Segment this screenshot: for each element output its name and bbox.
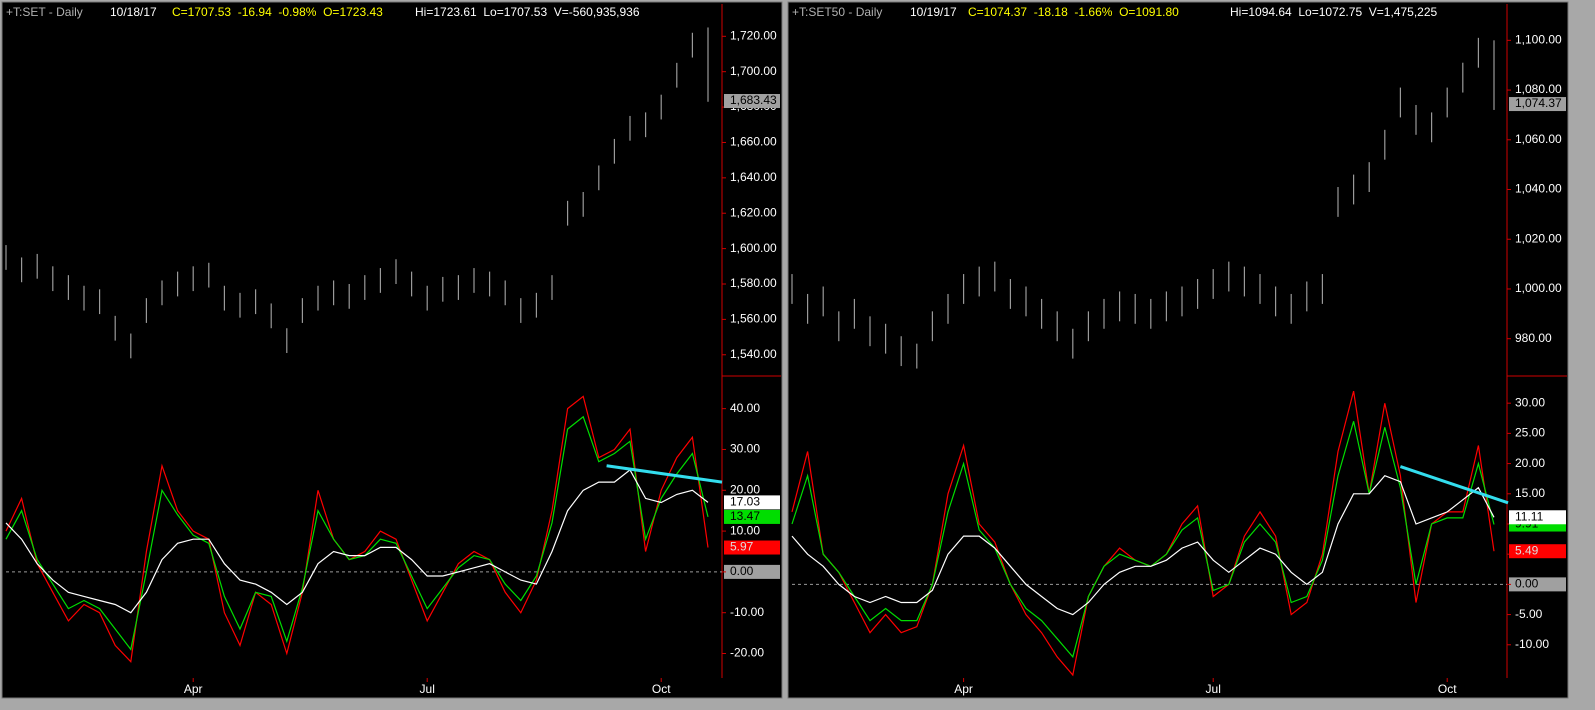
x-tick-label: Apr bbox=[184, 682, 203, 696]
indicator-line bbox=[5, 415, 709, 651]
last-price-flag bbox=[724, 94, 780, 109]
y-tick-label: 1,660.00 bbox=[730, 135, 777, 149]
last-price-label: 1,074.37 bbox=[1515, 96, 1562, 110]
y-tick-label: 1,040.00 bbox=[1515, 182, 1562, 196]
y-tick-label: -20.00 bbox=[730, 646, 764, 660]
symbol: +T:SET - Daily bbox=[6, 5, 83, 19]
date: 10/18/17 bbox=[110, 5, 157, 19]
value-flag-label: 11.11 bbox=[1515, 509, 1544, 523]
y-tick-label: 1,600.00 bbox=[730, 241, 777, 255]
last-price-flag bbox=[1509, 97, 1566, 112]
value-flag-label: 5.97 bbox=[730, 540, 754, 554]
zero-flag bbox=[724, 564, 780, 579]
indicator-line bbox=[791, 474, 1495, 616]
range: Hi=1094.64 Lo=1072.75 V=1,475,225 bbox=[1230, 5, 1438, 19]
value-flag bbox=[724, 509, 780, 524]
y-tick-label: 15.00 bbox=[1515, 486, 1545, 500]
indicator-line bbox=[5, 468, 709, 614]
value-flag-label: 13.47 bbox=[730, 509, 760, 523]
x-tick-label: Oct bbox=[652, 682, 671, 696]
y-tick-label: 0.00 bbox=[1515, 577, 1539, 591]
y-tick-label: 1,620.00 bbox=[730, 205, 777, 219]
y-tick-label: 40.00 bbox=[730, 401, 760, 415]
x-tick-label: Apr bbox=[954, 682, 973, 696]
y-tick-label: 1,060.00 bbox=[1515, 132, 1562, 146]
value-flag bbox=[1509, 544, 1566, 559]
x-tick-label: Jul bbox=[420, 682, 435, 696]
y-tick-label: 1,540.00 bbox=[730, 347, 777, 361]
y-tick-label: 0.00 bbox=[730, 564, 754, 578]
y-tick-label: 25.00 bbox=[1515, 426, 1545, 440]
date: 10/19/17 bbox=[910, 5, 957, 19]
zero-flag bbox=[1509, 577, 1566, 592]
y-tick-label: 1,580.00 bbox=[730, 276, 777, 290]
trendline bbox=[1399, 465, 1509, 505]
value-flag bbox=[1509, 510, 1566, 525]
y-tick-label: -10.00 bbox=[730, 605, 764, 619]
quote: C=1074.37 -18.18 -1.66% O=1091.80 bbox=[968, 5, 1179, 19]
y-tick-label: 20.00 bbox=[1515, 456, 1545, 470]
value-flag-label: 5.49 bbox=[1515, 543, 1539, 557]
last-price-label: 1,683.43 bbox=[730, 93, 777, 107]
left-pane bbox=[1, 1, 783, 699]
y-tick-label: 1,100.00 bbox=[1515, 32, 1562, 46]
value-flag bbox=[724, 495, 780, 510]
y-tick-label: 1,700.00 bbox=[730, 64, 777, 78]
y-tick-label: 1,020.00 bbox=[1515, 231, 1562, 245]
symbol: +T:SET50 - Daily bbox=[792, 5, 882, 19]
indicator-line bbox=[791, 421, 1495, 659]
value-flag bbox=[724, 540, 780, 555]
y-tick-label: 20.00 bbox=[730, 482, 760, 496]
trendline bbox=[606, 464, 723, 484]
y-tick-label: 30.00 bbox=[1515, 395, 1545, 409]
x-tick-label: Oct bbox=[1438, 682, 1457, 696]
y-tick-label: 1,720.00 bbox=[730, 28, 777, 42]
quote: C=1707.53 -16.94 -0.98% O=1723.43 bbox=[172, 5, 383, 19]
range: Hi=1723.61 Lo=1707.53 V=-560,935,936 bbox=[415, 5, 640, 19]
y-tick-label: 1,640.00 bbox=[730, 170, 777, 184]
y-tick-label: 980.00 bbox=[1515, 331, 1552, 345]
value-flag-label: 17.03 bbox=[730, 495, 760, 509]
y-tick-label: 1,000.00 bbox=[1515, 281, 1562, 295]
y-tick-label: 30.00 bbox=[730, 442, 760, 456]
y-tick-label: -10.00 bbox=[1515, 637, 1549, 651]
y-tick-label: 1,080.00 bbox=[1515, 82, 1562, 96]
right-pane bbox=[787, 1, 1569, 699]
y-tick-label: 10.00 bbox=[730, 523, 760, 537]
y-tick-label: -5.00 bbox=[1515, 607, 1543, 621]
y-tick-label: 1,560.00 bbox=[730, 312, 777, 326]
x-tick-label: Jul bbox=[1206, 682, 1221, 696]
